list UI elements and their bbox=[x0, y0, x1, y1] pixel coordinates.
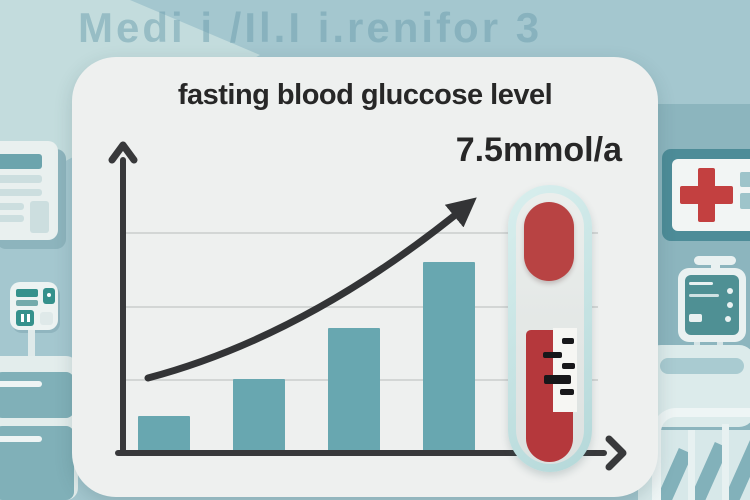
monitor-trace-line bbox=[689, 294, 719, 297]
monitor-handle-neck bbox=[711, 263, 720, 271]
bed-rail bbox=[652, 408, 750, 500]
pause-icon bbox=[27, 314, 30, 322]
sign-accent-block bbox=[740, 172, 750, 187]
bed-rail-post bbox=[688, 430, 695, 500]
device-display-bar bbox=[16, 289, 38, 297]
cabinet-drawer bbox=[0, 372, 74, 418]
scale-tick bbox=[560, 389, 574, 395]
monitor-readout-block bbox=[689, 314, 702, 322]
x-axis-arrowhead-icon bbox=[605, 435, 627, 471]
whiteboard-line bbox=[0, 215, 24, 222]
y-axis bbox=[120, 157, 126, 456]
red-cross-icon bbox=[680, 186, 733, 204]
drawer-handle bbox=[0, 436, 42, 442]
monitor-led-dot bbox=[727, 302, 733, 308]
bar-2 bbox=[233, 379, 285, 453]
whiteboard-header-bar bbox=[0, 154, 42, 169]
bar-3 bbox=[328, 328, 380, 453]
whiteboard-line bbox=[0, 203, 24, 210]
scale-tick bbox=[544, 375, 571, 384]
monitor-led-dot bbox=[727, 288, 733, 294]
headboard-cutout bbox=[660, 358, 744, 374]
device-indicator-dot bbox=[47, 293, 51, 297]
pause-icon bbox=[21, 314, 24, 322]
scale-tick bbox=[543, 352, 562, 358]
whiteboard-line bbox=[0, 189, 42, 196]
chart-title: fasting blood gluccose level bbox=[177, 79, 553, 111]
device-display-bar bbox=[16, 300, 38, 306]
infographic-card: fasting blood gluccose level 7.5mmol/a bbox=[72, 57, 658, 497]
device-pole bbox=[28, 330, 35, 360]
drawer-handle bbox=[0, 381, 42, 387]
glucose-value-label: 7.5mmol/a bbox=[455, 131, 622, 169]
bar-4 bbox=[423, 262, 475, 453]
bed-rail-post bbox=[722, 424, 729, 500]
x-axis bbox=[115, 450, 607, 456]
monitor-led-dot bbox=[725, 316, 731, 322]
watermark-text: Medi i /Il.I i.renifor 3 bbox=[78, 4, 543, 51]
whiteboard-line bbox=[0, 175, 42, 183]
device-button bbox=[40, 312, 53, 325]
scale-tick bbox=[562, 338, 574, 344]
trend-arrow bbox=[144, 197, 477, 382]
whiteboard-block bbox=[30, 201, 49, 233]
monitor-handle bbox=[694, 256, 736, 265]
blood-sample-top-icon bbox=[524, 202, 574, 281]
device-pause-button bbox=[16, 310, 34, 326]
scale-tick bbox=[562, 363, 575, 369]
bar-1 bbox=[138, 416, 190, 453]
sign-accent-block bbox=[740, 193, 750, 209]
monitor-trace-line bbox=[689, 282, 713, 285]
